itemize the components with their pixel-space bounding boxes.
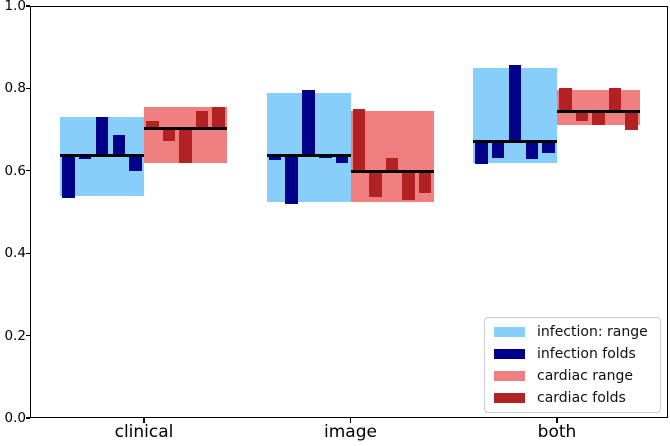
infection-range-swatch-icon: [494, 327, 525, 337]
infection-fold-bar-both: [508, 65, 522, 142]
y-tick-label: 1.0: [4, 0, 26, 14]
y-tickmark: [25, 170, 30, 172]
infection-fold-bar-clinical: [95, 117, 109, 156]
infection-fold-bar-clinical: [78, 155, 92, 160]
y-tickmark: [25, 252, 30, 254]
infection-fold-bar-clinical: [129, 155, 142, 171]
infection-fold-bar-image: [335, 155, 349, 163]
legend-row-cardiac-folds: cardiac folds: [494, 390, 660, 406]
infection-folds-swatch-icon: [494, 349, 525, 359]
infection-mean-line-clinical: [60, 153, 144, 157]
legend: infection: range infection folds cardiac r…: [484, 317, 661, 413]
cardiac-fold-bar-both: [592, 111, 605, 126]
x-tickmark: [143, 418, 145, 423]
x-tick-label-image: image: [324, 422, 377, 442]
cardiac-fold-bar-clinical: [212, 106, 225, 129]
y-tickmark: [25, 417, 30, 419]
cardiac-fold-bar-image: [418, 171, 432, 194]
infection-fold-bar-both: [542, 141, 555, 154]
y-tickmark: [25, 334, 30, 337]
legend-label: infection folds: [537, 346, 636, 362]
x-tickmark: [349, 418, 352, 423]
cardiac-mean-line-image: [350, 170, 434, 174]
cardiac-fold-bar-both: [625, 111, 638, 130]
y-tick-label: 0.4: [4, 245, 26, 262]
infection-fold-bar-clinical: [112, 134, 126, 156]
y-tick-label: 0.6: [4, 162, 26, 179]
x-tickmark: [556, 418, 558, 423]
cardiac-range-swatch-icon: [494, 371, 525, 381]
cardiac-fold-bar-image: [352, 109, 366, 172]
infection-mean-line-image: [266, 153, 351, 157]
cardiac-folds-swatch-icon: [494, 393, 525, 403]
legend-label: cardiac range: [537, 368, 633, 384]
infection-fold-bar-clinical: [62, 155, 75, 198]
cardiac-fold-bar-both: [608, 88, 622, 112]
cardiac-fold-bar-clinical: [162, 128, 176, 142]
cardiac-fold-bar-clinical: [146, 121, 159, 129]
plot-area: [30, 6, 668, 418]
legend-label: infection: range: [537, 324, 648, 340]
cardiac-fold-bar-clinical: [195, 111, 209, 129]
cardiac-fold-bar-both: [575, 111, 589, 122]
cardiac-fold-bar-both: [559, 88, 572, 112]
legend-row-infection-range: infection: range: [494, 324, 660, 340]
infection-fold-bar-image: [285, 155, 298, 204]
infection-fold-bar-both: [475, 141, 488, 164]
legend-label: cardiac folds: [537, 390, 626, 406]
x-tick-label-clinical: clinical: [114, 422, 174, 442]
legend-row-cardiac-range: cardiac range: [494, 368, 660, 384]
infection-fold-bar-image: [268, 155, 282, 161]
infection-fold-bar-both: [491, 141, 505, 158]
y-tickmark: [25, 5, 30, 7]
cardiac-fold-bar-image: [369, 171, 382, 197]
cardiac-fold-bar-clinical: [179, 128, 192, 164]
cardiac-mean-line-both: [557, 109, 640, 113]
cardiac-fold-bar-image: [402, 171, 415, 200]
cardiac-fold-bar-image: [385, 158, 399, 172]
cardiac-mean-line-clinical: [144, 126, 227, 130]
infection-fold-bar-image: [302, 90, 315, 156]
x-tick-label-both: both: [537, 422, 577, 442]
y-tick-label: 0.0: [4, 410, 26, 426]
y-tick-label: 0.8: [4, 80, 26, 97]
legend-row-infection-folds: infection folds: [494, 346, 660, 362]
infection-mean-line-both: [473, 139, 557, 143]
y-tickmark: [25, 87, 30, 90]
infection-fold-bar-both: [525, 141, 539, 160]
y-tick-label: 0.2: [4, 327, 26, 344]
